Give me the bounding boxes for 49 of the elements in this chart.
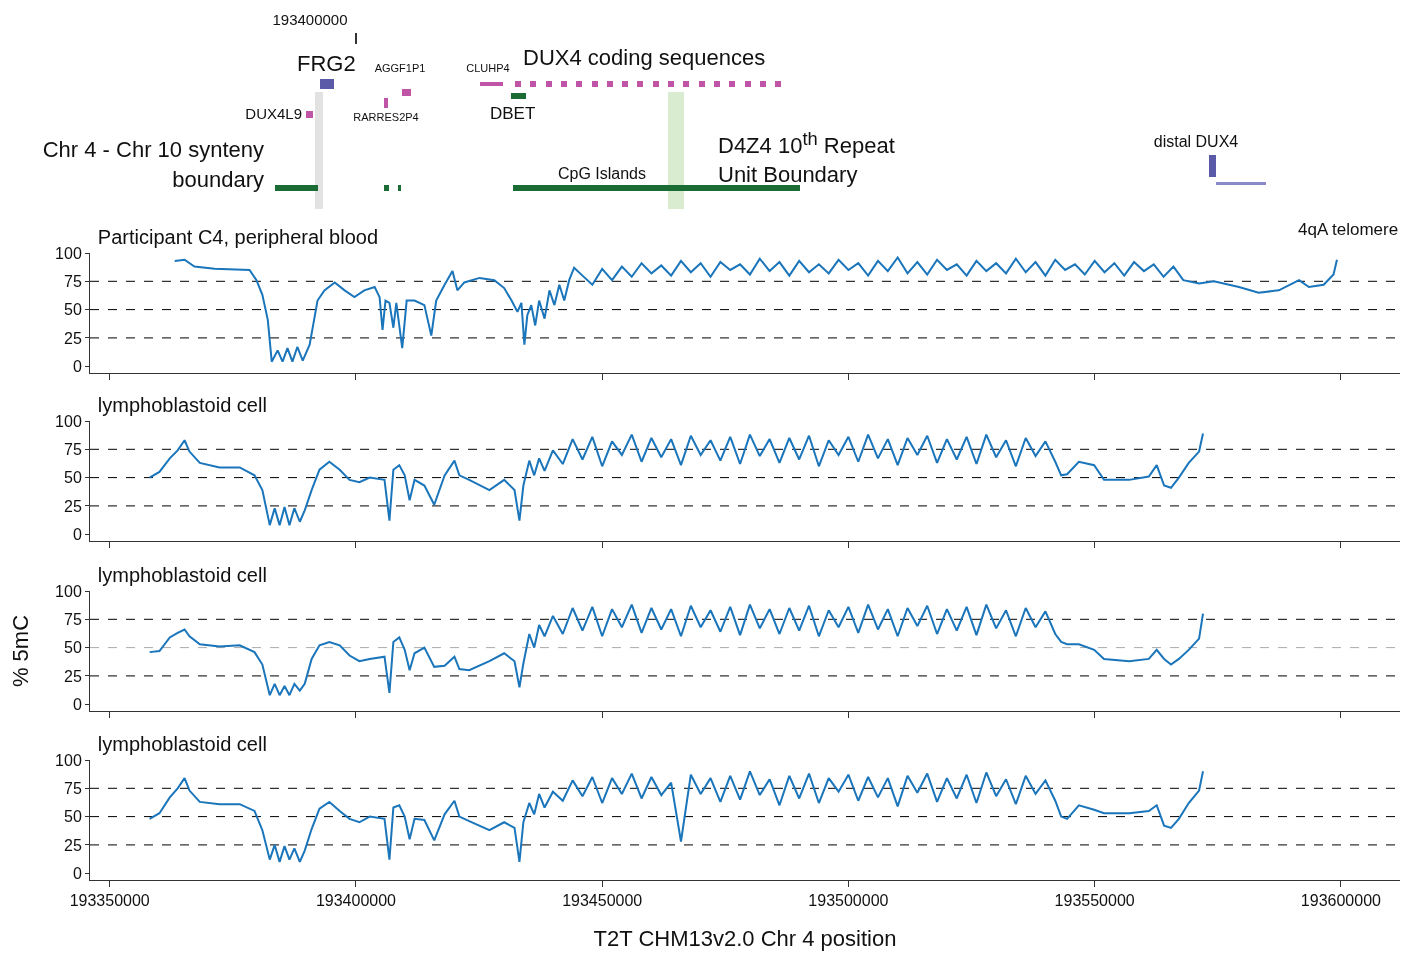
chart-title: lymphoblastoid cell (97, 394, 267, 416)
y-tick-label: 0 (72, 357, 82, 375)
y-tick-label: 50 (64, 469, 82, 487)
text: 4qA telomere (1298, 220, 1399, 239)
y-axis-title: % 5mC (7, 614, 33, 688)
y-tick-label: 100 (55, 751, 82, 769)
y-tick-label: 25 (64, 667, 82, 685)
x-tick-label: 193500000 (808, 892, 889, 910)
line-series (148, 432, 1205, 527)
y-tick-label: 100 (55, 244, 82, 262)
text: RARRES2P4 (353, 110, 419, 124)
y-tick-label: 0 (72, 525, 82, 543)
text: AGGF1P1 (374, 61, 426, 75)
text: DUX4 coding sequences (523, 45, 766, 71)
x-tick-label: 193450000 (562, 892, 643, 910)
y-tick-label: 0 (72, 864, 82, 882)
chart-title: Participant C4, peripheral blood (97, 226, 379, 248)
y-tick-label: 0 (72, 695, 82, 713)
x-tick-label: 193350000 (69, 892, 150, 910)
y-tick-label: 75 (64, 610, 82, 628)
x-tick-label: 193600000 (1300, 892, 1382, 910)
text: DBET (490, 104, 536, 124)
y-tick-label: 50 (64, 639, 82, 657)
x-axis-title: T2T CHM13v2.0 Chr 4 position (593, 926, 897, 952)
text: 193400000 (272, 11, 348, 29)
text: D4Z4 10$^{th}$ Repeat Unit Boundary (718, 126, 896, 189)
text: DUX4L9 (245, 105, 302, 123)
y-tick-label: 100 (55, 412, 82, 430)
text: distal DUX4 (1153, 131, 1239, 151)
y-tick-label: 75 (64, 272, 82, 290)
text: Chr 4 - Chr 10 synteny boundary (41, 136, 264, 194)
chart-title: lymphoblastoid cell (97, 733, 267, 755)
y-tick-label: 25 (64, 329, 82, 347)
y-tick-label: 25 (64, 497, 82, 515)
y-tick-label: 50 (64, 808, 82, 826)
y-tick-label: 100 (55, 582, 82, 600)
text: CpG Islands (557, 163, 647, 183)
line-series (173, 256, 1338, 363)
y-tick-label: 75 (64, 779, 82, 797)
y-tick-label: 75 (64, 440, 82, 458)
x-tick-label: 193550000 (1054, 892, 1135, 910)
text: CLUHP4 (466, 61, 510, 75)
y-tick-label: 25 (64, 836, 82, 854)
y-tick-label: 50 (64, 301, 82, 319)
text: FRG2 (297, 51, 356, 77)
line-series (148, 770, 1205, 863)
x-tick-label: 193400000 (315, 892, 397, 910)
chart-title: lymphoblastoid cell (97, 564, 267, 586)
line-series (148, 603, 1205, 697)
